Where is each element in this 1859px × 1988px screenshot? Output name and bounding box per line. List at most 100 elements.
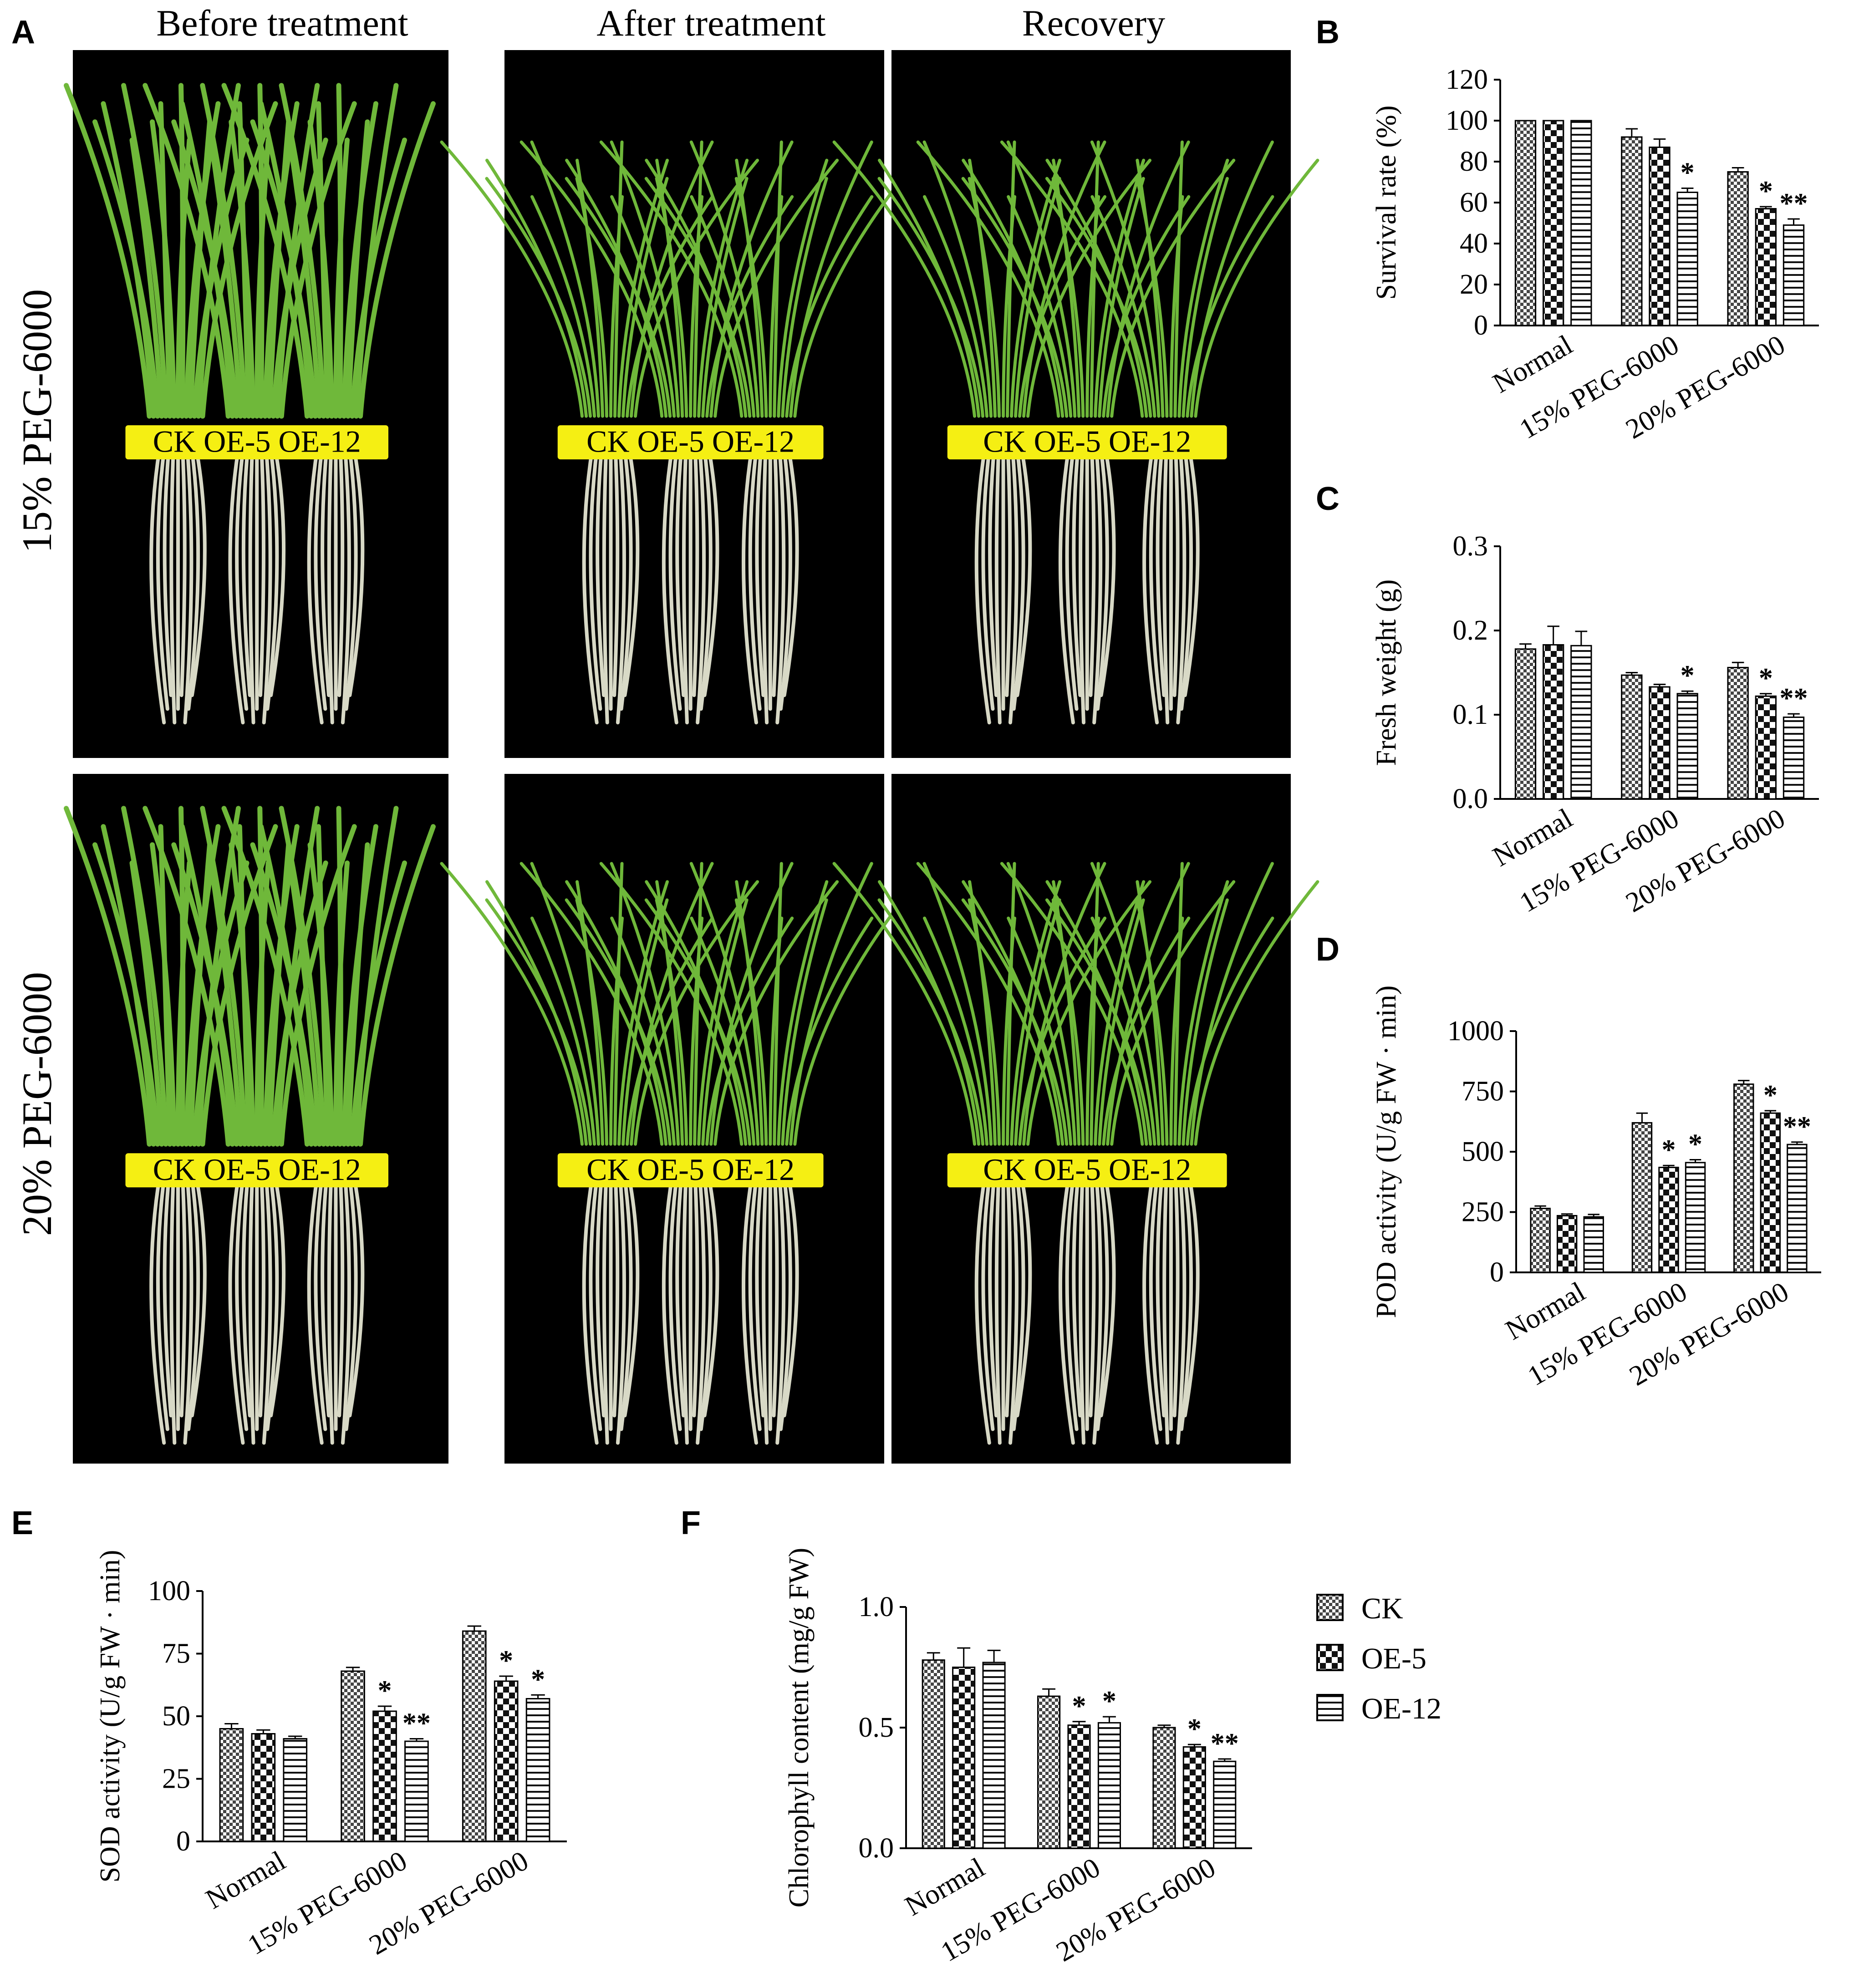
plant-roots: [974, 458, 1200, 725]
x-category-label: Normal: [900, 1852, 990, 1922]
bar-ck-1: [922, 1659, 945, 1849]
error-bar: [531, 1694, 545, 1699]
error-bar: [1187, 1744, 1201, 1747]
legend-swatch-oe5: [1316, 1644, 1344, 1671]
error-bar: [288, 1735, 302, 1739]
y-tick-label: 0.3: [1453, 531, 1488, 562]
error-bar: [1663, 1164, 1675, 1168]
bar-oe5-1: [1556, 1215, 1578, 1273]
error-bar: [1588, 1214, 1599, 1217]
significance-marker: **: [1780, 683, 1808, 714]
photo-grid: CK OE-5 OE-12 CK OE-5 OE-12 CK OE-5 OE-12 C…: [64, 50, 1319, 1464]
error-bar: [256, 1729, 270, 1734]
tray-label: CK OE-5 OE-12: [153, 1152, 361, 1187]
column-header-after: After treatment: [596, 2, 825, 44]
x-category-label: Normal: [1487, 329, 1578, 399]
tray: [947, 425, 1227, 460]
significance-marker: *: [378, 1675, 392, 1706]
legend-label-oe12: OE-12: [1361, 1692, 1441, 1725]
bar-oe12-3: [1787, 1144, 1808, 1273]
significance-marker: *: [1759, 176, 1773, 207]
error-bar: [1218, 1758, 1232, 1762]
y-tick-label: 60: [1460, 187, 1488, 218]
error-bar: [1760, 693, 1772, 697]
panel-letter-e: E: [11, 1505, 33, 1541]
plant-roots: [149, 1185, 365, 1445]
significance-marker: *: [1681, 158, 1695, 188]
error-bar: [1519, 643, 1532, 649]
y-tick-label: 0: [1490, 1257, 1504, 1288]
error-bar: [1636, 1112, 1648, 1123]
error-bar: [1102, 1716, 1116, 1723]
plant-shoots: [832, 862, 1319, 1146]
panel-letter-b: B: [1316, 14, 1339, 51]
y-tick-label: 80: [1460, 146, 1488, 177]
y-axis-label: Fresh weight (g): [1371, 580, 1402, 766]
row-header-20: 20% PEG-6000: [14, 972, 60, 1236]
y-tick-label: 0.2: [1453, 615, 1488, 646]
significance-marker: *: [1187, 1713, 1202, 1744]
significance-marker: *: [1759, 663, 1773, 694]
error-bar: [1732, 661, 1744, 668]
significance-marker: **: [402, 1708, 431, 1739]
y-axis-label: Chlorophyll content (mg/g FW): [784, 1548, 815, 1907]
tray-label: CK OE-5 OE-12: [983, 1152, 1191, 1187]
y-tick-label: 250: [1462, 1197, 1504, 1228]
photo-2-1: CK OE-5 OE-12: [64, 774, 448, 1464]
error-bar: [1042, 1688, 1056, 1697]
bar-oe12-1: [1583, 1216, 1604, 1273]
chart-pod-activity: 0 250 500 750 1000 POD activity (U/g FW · min…: [1371, 986, 1821, 1392]
y-axis-label: SOD activity (U/g FW · min): [95, 1550, 126, 1883]
tray: [125, 1153, 388, 1188]
legend-label-ck: CK: [1361, 1592, 1403, 1625]
bar-oe12-1: [1570, 120, 1592, 326]
legend: CK OE-5 OE-12: [1316, 1592, 1441, 1725]
error-bar: [1764, 1110, 1777, 1113]
panel-letter-a: A: [11, 14, 35, 51]
bar-ck-3: [1152, 1727, 1176, 1849]
error-bar: [1689, 1159, 1701, 1163]
bar-ck-3: [462, 1630, 487, 1842]
bar-oe12-1: [1570, 645, 1592, 800]
error-bar: [1788, 713, 1800, 717]
y-tick-label: 0.5: [859, 1712, 894, 1743]
legend-swatch-oe12: [1316, 1694, 1344, 1721]
chart-chlorophyll-content: 0.0 0.5 1.0 Chlorophyll content (mg/g FW) No…: [784, 1548, 1252, 1968]
bar-oe12-3: [1783, 224, 1805, 326]
bar-oe5-3: [1760, 1112, 1781, 1273]
error-bar: [1575, 630, 1588, 646]
column-header-before: Before treatment: [156, 2, 408, 44]
bar-oe5-3: [1755, 695, 1777, 800]
error-bar: [346, 1667, 360, 1671]
tray: [557, 425, 824, 460]
bar-oe5-3: [1182, 1746, 1206, 1849]
error-bar: [927, 1652, 940, 1660]
bar-oe5-1: [1543, 120, 1564, 326]
tray-label: CK OE-5 OE-12: [983, 424, 1191, 459]
legend-label-oe5: OE-5: [1361, 1642, 1426, 1675]
bar-oe12-1: [283, 1738, 308, 1842]
significance-marker: *: [1072, 1691, 1086, 1722]
bar-ck-3: [1733, 1083, 1754, 1273]
y-tick-label: 25: [162, 1764, 190, 1795]
error-bar: [987, 1649, 1001, 1663]
bar-oe12-2: [404, 1740, 429, 1842]
y-tick-label: 0.0: [1453, 783, 1488, 814]
significance-marker: *: [499, 1645, 513, 1676]
y-tick-label: 0: [176, 1826, 190, 1857]
photo-1-3: CK OE-5 OE-12: [832, 50, 1319, 758]
error-bar: [467, 1625, 481, 1631]
plant-shoots: [832, 140, 1319, 418]
y-tick-label: 20: [1460, 269, 1488, 300]
significance-marker: **: [1780, 188, 1808, 219]
bar-oe5-2: [1649, 686, 1671, 800]
panel-letter-c: C: [1316, 481, 1339, 517]
significance-marker: *: [531, 1664, 545, 1695]
chart-sod-activity: 0 25 50 75 100 SOD activity (U/g FW · min) Nor…: [95, 1550, 567, 1961]
y-tick-label: 1.0: [859, 1591, 894, 1622]
error-bar: [957, 1647, 971, 1668]
significance-marker: **: [1783, 1111, 1811, 1142]
error-bar: [1561, 1213, 1573, 1216]
error-bar: [1738, 1080, 1750, 1084]
